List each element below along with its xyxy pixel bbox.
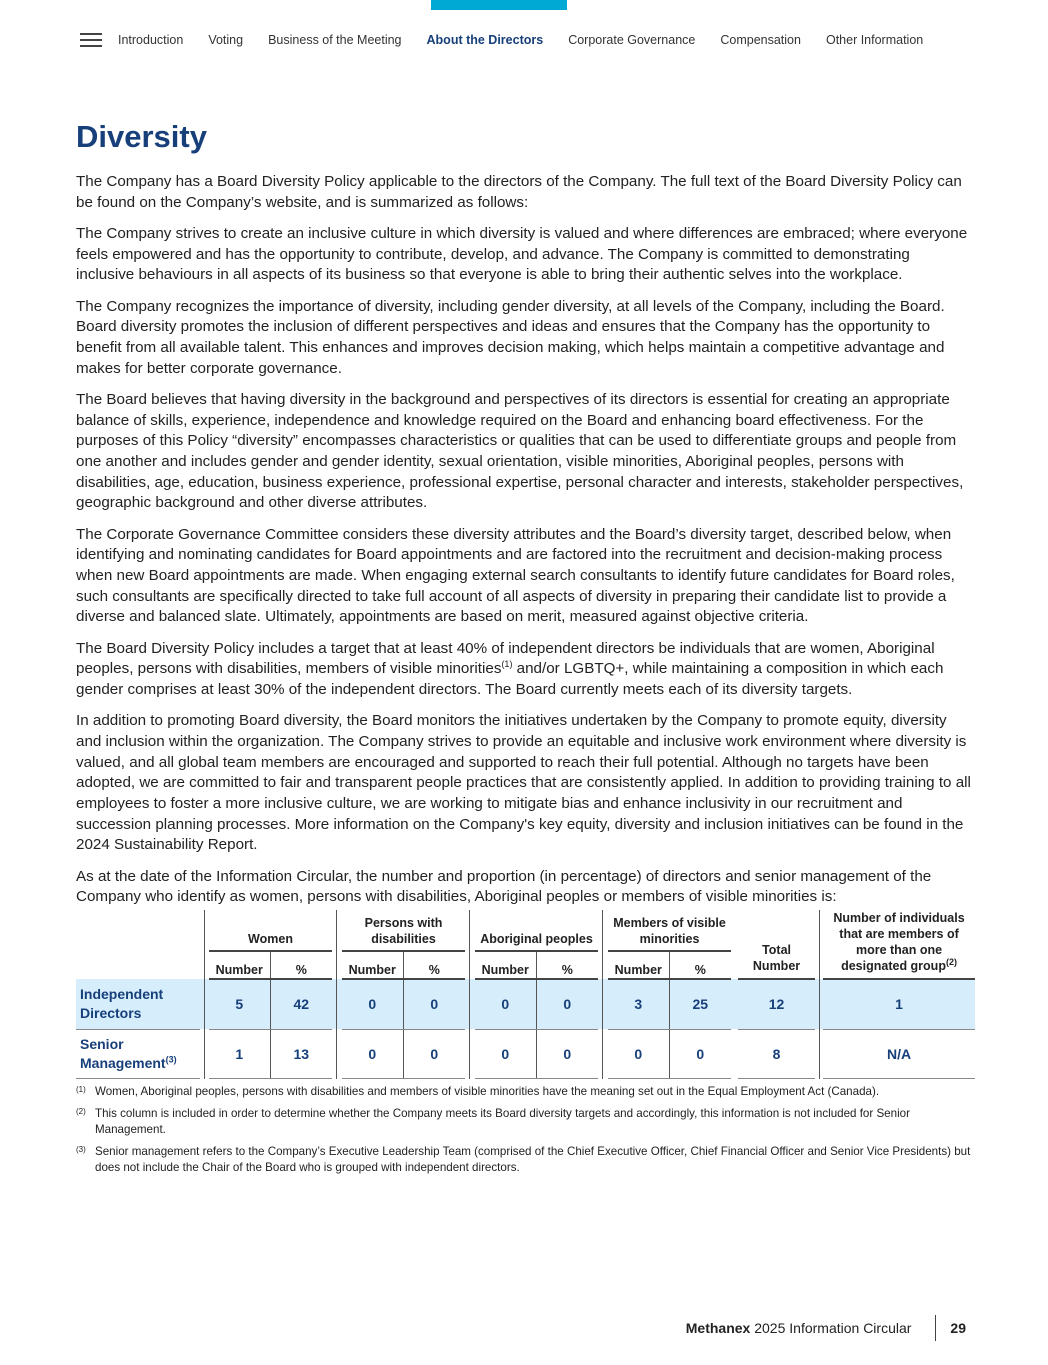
nav-corporate-governance[interactable]: Corporate Governance bbox=[568, 33, 696, 47]
cell-pct: 42 bbox=[270, 979, 333, 1030]
cell-number: 5 bbox=[209, 979, 271, 1030]
text: Number of individuals that are members o… bbox=[833, 911, 965, 973]
table-row: Senior Management(3) 1 13 0 0 0 0 0 0 8 N/A bbox=[76, 1029, 976, 1079]
header-multi: Number of individuals that are members o… bbox=[823, 910, 976, 980]
footnote-text: Women, Aboriginal peoples, persons with … bbox=[95, 1085, 880, 1098]
footnote-text: Senior management refers to the Company’… bbox=[95, 1145, 971, 1174]
nav-voting[interactable]: Voting bbox=[208, 33, 244, 47]
header-women: Women bbox=[209, 910, 333, 952]
footnote-ref: (1) bbox=[501, 659, 513, 670]
footnote: (2) This column is included in order to d… bbox=[76, 1106, 972, 1138]
body-text: The Company has a Board Diversity Policy… bbox=[76, 172, 972, 908]
text: Independent Directors bbox=[80, 985, 164, 1021]
header-aboriginal: Aboriginal peoples bbox=[475, 910, 599, 952]
footnote-mark: (1) bbox=[76, 1085, 86, 1094]
footnote-mark: (3) bbox=[76, 1145, 86, 1154]
cell-number: 0 bbox=[608, 1029, 670, 1079]
paragraph-target: The Board Diversity Policy includes a ta… bbox=[76, 639, 972, 701]
footnote: (3) Senior management refers to the Compa… bbox=[76, 1144, 972, 1176]
cell-number: 0 bbox=[475, 979, 537, 1030]
footnote-ref: (3) bbox=[165, 1054, 177, 1065]
subheader-pct: % bbox=[536, 951, 599, 980]
subheader-pct: % bbox=[403, 951, 466, 980]
cell-number: 1 bbox=[209, 1029, 271, 1079]
footnotes: (1) Women, Aboriginal peoples, persons wi… bbox=[76, 1084, 972, 1182]
cell-pct: 0 bbox=[669, 1029, 732, 1079]
paragraph: In addition to promoting Board diversity… bbox=[76, 712, 971, 854]
row-label: Independent Directors bbox=[76, 979, 200, 1030]
nav-business-of-the-meeting[interactable]: Business of the Meeting bbox=[268, 33, 402, 47]
doc-title: Methanex 2025 Information Circular bbox=[686, 1320, 912, 1336]
cell-pct: 0 bbox=[403, 1029, 466, 1079]
paragraph: The Company has a Board Diversity Policy… bbox=[76, 173, 962, 211]
cell-pct: 0 bbox=[403, 979, 466, 1030]
brand: Methanex bbox=[685, 1320, 751, 1336]
subheader-number: Number bbox=[342, 951, 404, 980]
subheader-pct: % bbox=[669, 951, 732, 980]
subheader-number: Number bbox=[475, 951, 537, 980]
cell-number: 3 bbox=[608, 979, 670, 1030]
subheader-number: Number bbox=[608, 951, 670, 980]
paragraph: As at the date of the Information Circul… bbox=[76, 867, 932, 906]
text: Senior Management bbox=[80, 1035, 166, 1071]
cell-total: 12 bbox=[738, 979, 816, 1030]
paragraph: The Company strives to create an inclusi… bbox=[76, 224, 968, 284]
footnote-mark: (2) bbox=[76, 1107, 86, 1116]
footnote-ref: (2) bbox=[945, 956, 957, 967]
row-label: Senior Management(3) bbox=[76, 1029, 200, 1079]
cell-pct: 0 bbox=[536, 979, 599, 1030]
hamburger-menu-icon[interactable] bbox=[80, 33, 102, 47]
page-number: 29 bbox=[950, 1320, 966, 1336]
subheader-number: Number bbox=[209, 951, 271, 980]
cell-pct: 25 bbox=[669, 979, 732, 1030]
cell-multi: 1 bbox=[823, 979, 976, 1030]
page-title: Diversity bbox=[76, 119, 207, 154]
cell-pct: 13 bbox=[270, 1029, 333, 1079]
header-visible-minorities: Members of visible minorities bbox=[608, 910, 732, 952]
text: The Board Diversity Policy includes a ta… bbox=[76, 639, 935, 678]
top-nav: Introduction Voting Business of the Meet… bbox=[80, 33, 948, 47]
active-section-indicator bbox=[431, 0, 567, 10]
cell-number: 0 bbox=[342, 1029, 404, 1079]
nav-compensation[interactable]: Compensation bbox=[720, 33, 801, 47]
text: and/or LGBTQ+, while maintaining a compo… bbox=[76, 660, 944, 698]
paragraph: The Board believes that having diversity… bbox=[76, 390, 964, 512]
header-total: Total Number bbox=[738, 910, 816, 980]
header-disabilities: Persons with disabilities bbox=[342, 910, 466, 952]
page-footer: Methanex 2025 Information Circular 29 bbox=[686, 1285, 972, 1365]
subheader-pct: % bbox=[270, 951, 333, 980]
paragraph: The Company recognizes the importance of… bbox=[76, 297, 945, 377]
cell-number: 0 bbox=[475, 1029, 537, 1079]
footnote-text: This column is included in order to dete… bbox=[95, 1107, 910, 1136]
cell-total: 8 bbox=[738, 1029, 816, 1079]
nav-other-information[interactable]: Other Information bbox=[825, 33, 924, 47]
cell-multi: N/A bbox=[823, 1029, 976, 1079]
paragraph: The Corporate Governance Committee consi… bbox=[76, 525, 955, 626]
table-row: Independent Directors 5 42 0 0 0 0 3 25 12 1 bbox=[76, 979, 976, 1030]
cell-pct: 0 bbox=[536, 1029, 599, 1079]
diversity-table: Women Persons with disabilities Aborigin… bbox=[76, 910, 976, 1079]
doc-name: 2025 Information Circular bbox=[750, 1320, 912, 1336]
nav-introduction[interactable]: Introduction bbox=[118, 33, 184, 47]
divider bbox=[935, 1315, 937, 1341]
cell-number: 0 bbox=[342, 979, 404, 1030]
nav-about-the-directors[interactable]: About the Directors bbox=[426, 33, 544, 47]
footnote: (1) Women, Aboriginal peoples, persons wi… bbox=[76, 1084, 972, 1100]
